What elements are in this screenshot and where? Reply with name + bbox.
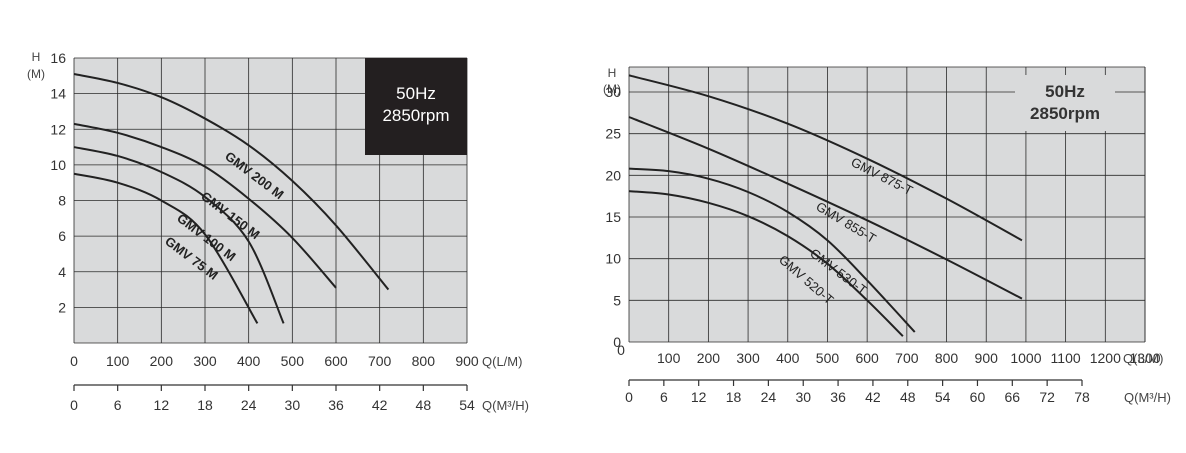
rpm-badge-speed: 2850rpm bbox=[382, 106, 449, 125]
y-tick-label: 14 bbox=[50, 86, 66, 102]
curve-gmv-150-m bbox=[73, 122, 337, 289]
curve-gmv-200-m bbox=[73, 73, 390, 291]
x-tick-label: 700 bbox=[368, 353, 392, 369]
y-axis-label-unit: (M) bbox=[603, 82, 621, 96]
x-tick-label: 1200 bbox=[1090, 350, 1121, 366]
secondary-tick-label: 48 bbox=[416, 397, 432, 413]
x-tick-label: 900 bbox=[455, 353, 479, 369]
curve-gmv-855-t bbox=[628, 116, 1023, 300]
x-tick-label: 800 bbox=[935, 350, 959, 366]
y-axis-label-h: H bbox=[608, 66, 617, 80]
y-tick-label: 30 bbox=[605, 84, 621, 100]
y-tick-label: 2 bbox=[58, 299, 66, 315]
secondary-tick-label: 24 bbox=[761, 389, 777, 405]
x-tick-label: 700 bbox=[895, 350, 919, 366]
y-axis-label-h: H bbox=[32, 50, 41, 64]
secondary-tick-label: 48 bbox=[900, 389, 916, 405]
y-tick-label: 16 bbox=[50, 50, 66, 66]
x-tick-label: 300 bbox=[193, 353, 217, 369]
secondary-tick-label: 6 bbox=[114, 397, 122, 413]
y-tick-label: 0 bbox=[613, 334, 621, 350]
secondary-tick-label: 72 bbox=[1039, 389, 1055, 405]
secondary-tick-label: 18 bbox=[197, 397, 213, 413]
secondary-tick-label: 24 bbox=[241, 397, 257, 413]
y-tick-label: 6 bbox=[58, 228, 66, 244]
secondary-tick-label: 60 bbox=[970, 389, 986, 405]
x-tick-label: 300 bbox=[736, 350, 760, 366]
x-tick-label: 0 bbox=[70, 353, 78, 369]
y-tick-label: 5 bbox=[613, 292, 621, 308]
secondary-tick-label: 12 bbox=[691, 389, 707, 405]
x-tick-label: 500 bbox=[281, 353, 305, 369]
secondary-tick-label: 54 bbox=[935, 389, 951, 405]
grid-lines bbox=[73, 57, 468, 344]
secondary-tick-label: 0 bbox=[625, 389, 633, 405]
secondary-tick-label: 6 bbox=[660, 389, 668, 405]
x-tick-label: 1300 bbox=[1129, 350, 1160, 366]
x-axis-label: Q(L/M) bbox=[482, 354, 522, 369]
x-axis-label: Q(L/M) bbox=[1123, 351, 1163, 366]
rpm-badge-backdrop bbox=[1015, 75, 1115, 131]
x-tick-label: 400 bbox=[776, 350, 800, 366]
curve-gmv-875-t bbox=[628, 74, 1023, 242]
rpm-badge-box bbox=[365, 58, 467, 155]
secondary-x-axis-label: Q(M³/H) bbox=[482, 398, 529, 413]
curve-gmv-100-m bbox=[73, 146, 285, 324]
x-tick-label: 1000 bbox=[1010, 350, 1041, 366]
y-tick-label: 20 bbox=[605, 167, 621, 183]
rpm-badge-speed: 2850rpm bbox=[1030, 104, 1100, 123]
y-tick-label: 10 bbox=[50, 157, 66, 173]
x-tick-label: 200 bbox=[150, 353, 174, 369]
secondary-tick-label: 0 bbox=[70, 397, 78, 413]
x-tick-label: 100 bbox=[106, 353, 130, 369]
x-tick-label: 900 bbox=[975, 350, 999, 366]
secondary-tick-label: 54 bbox=[459, 397, 475, 413]
secondary-tick-label: 12 bbox=[154, 397, 170, 413]
grid-lines bbox=[628, 66, 1146, 343]
rpm-badge-frequency: 50Hz bbox=[1045, 82, 1085, 101]
curve-gmv-520-t bbox=[628, 190, 904, 337]
y-tick-label: 10 bbox=[605, 251, 621, 267]
rpm-badge-frequency: 50Hz bbox=[396, 84, 436, 103]
secondary-tick-label: 30 bbox=[285, 397, 301, 413]
y-tick-label: 25 bbox=[605, 126, 621, 142]
secondary-tick-label: 66 bbox=[1005, 389, 1021, 405]
x-tick-label: 600 bbox=[324, 353, 348, 369]
curve-gmv-530-t bbox=[628, 167, 916, 333]
secondary-tick-label: 36 bbox=[830, 389, 846, 405]
y-tick-label: 4 bbox=[58, 264, 66, 280]
secondary-tick-label: 36 bbox=[328, 397, 344, 413]
y-axis-label-unit: (M) bbox=[27, 67, 45, 81]
y-tick-label: 0 bbox=[617, 342, 625, 358]
secondary-tick-label: 18 bbox=[726, 389, 742, 405]
x-tick-label: 500 bbox=[816, 350, 840, 366]
y-tick-label: 15 bbox=[605, 209, 621, 225]
secondary-tick-label: 78 bbox=[1074, 389, 1090, 405]
curve-gmv-75-m bbox=[73, 172, 259, 324]
x-tick-label: 600 bbox=[855, 350, 879, 366]
x-tick-label: 100 bbox=[657, 350, 681, 366]
secondary-tick-label: 42 bbox=[372, 397, 388, 413]
x-tick-label: 200 bbox=[697, 350, 721, 366]
secondary-tick-label: 42 bbox=[865, 389, 881, 405]
y-tick-label: 12 bbox=[50, 121, 66, 137]
x-tick-label: 800 bbox=[412, 353, 436, 369]
y-tick-label: 8 bbox=[58, 193, 66, 209]
x-tick-label: 400 bbox=[237, 353, 261, 369]
secondary-x-axis-label: Q(M³/H) bbox=[1124, 390, 1171, 405]
x-tick-label: 1100 bbox=[1051, 350, 1081, 366]
secondary-tick-label: 30 bbox=[795, 389, 811, 405]
